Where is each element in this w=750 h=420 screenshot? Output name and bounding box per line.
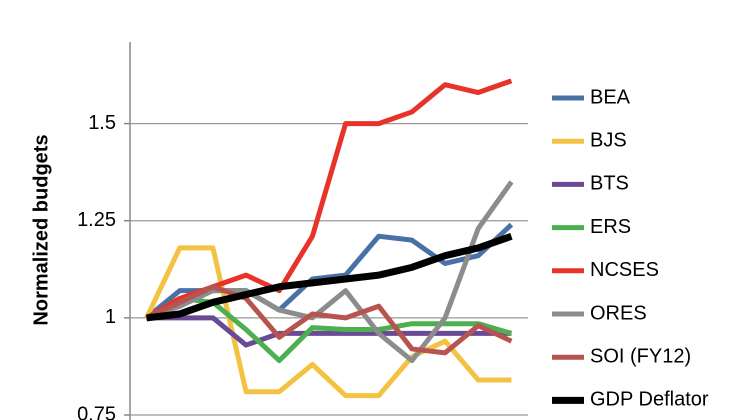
legend-label: ERS [590,216,631,238]
legend-label: SOI (FY12) [590,345,691,367]
line-series [145,180,514,364]
line-series [146,232,513,322]
y-axis-label: Normalized budgets [30,134,52,325]
y-tick-label: 1.5 [88,112,116,134]
legend-label: GDP Deflator [590,389,709,411]
line-series [145,284,513,356]
y-tick-label: 1.25 [77,209,116,231]
y-tick-label: 0.75 [77,403,116,420]
legend-label: NCSES [590,259,659,281]
line-series [146,315,512,348]
legend-label: BJS [590,129,627,151]
legend-label: BTS [590,173,629,195]
y-tick-label: 1 [105,306,116,328]
legend-label: ORES [590,302,647,324]
legend-label: BEA [590,86,631,108]
